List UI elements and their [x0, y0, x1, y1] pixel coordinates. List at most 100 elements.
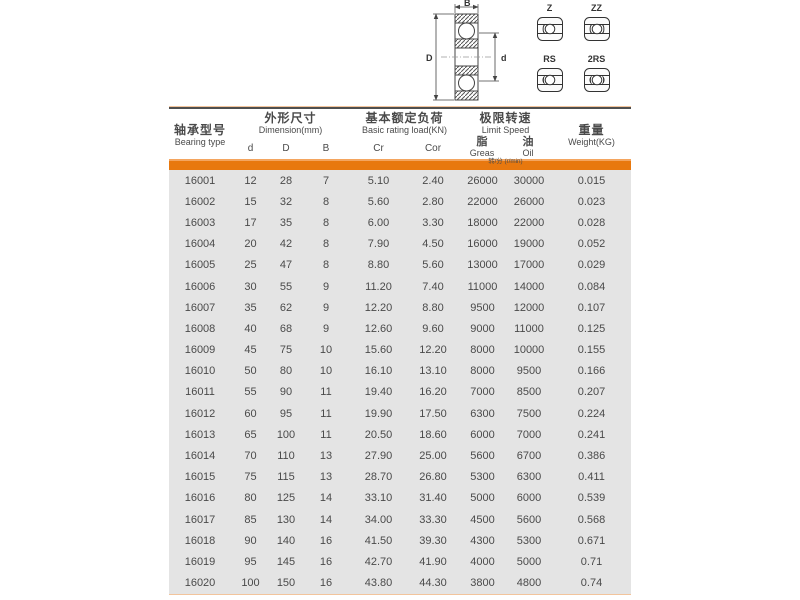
- table-row: 16002 15 32 8 5.60 2.80 22000 26000 0.023: [169, 191, 631, 212]
- header-speed-zh: 极限转速: [479, 111, 532, 125]
- cell: 10000: [513, 344, 545, 357]
- header-bearing-type-en: Bearing type: [174, 137, 226, 147]
- header-rating-zh: 基本额定负荷: [365, 111, 444, 125]
- cell: 5600: [470, 450, 495, 463]
- cell: 14000: [513, 280, 545, 293]
- table-row: 16003 17 35 8 6.00 3.30 18000 22000 0.028: [169, 212, 631, 233]
- cell: 33.10: [364, 492, 393, 505]
- cell: 10: [319, 365, 333, 378]
- table-row: 16017 85 130 14 34.00 33.30 4500 5600 0.568: [169, 509, 631, 530]
- cell: 90: [279, 386, 293, 399]
- table-row: 16019 95 145 16 42.70 41.90 4000 5000 0.71: [169, 551, 631, 572]
- cell: 16004: [184, 238, 216, 251]
- cell: 85: [244, 513, 257, 526]
- variant-zz-label: ZZ: [591, 3, 602, 13]
- cell: 8.80: [367, 259, 390, 272]
- cell: 0.671: [577, 534, 606, 547]
- cell: 65: [244, 428, 257, 441]
- cell: 15.60: [364, 344, 393, 357]
- table-row: 16008 40 68 9 12.60 9.60 9000 11000 0.125: [169, 318, 631, 339]
- cell: 11000: [514, 322, 544, 335]
- cell: 16: [319, 534, 333, 547]
- cell: 14: [319, 513, 333, 526]
- cell: 0.71: [580, 555, 603, 568]
- cell: 8000: [470, 365, 495, 378]
- cell: 44.30: [419, 577, 447, 590]
- cell: 0.166: [577, 365, 606, 378]
- table-row: 16001 12 28 7 5.10 2.40 26000 30000 0.015: [169, 170, 631, 191]
- table-row: 16020 100 150 16 43.80 44.30 3800 4800 0.74: [169, 573, 631, 594]
- cell: 16013: [184, 428, 216, 441]
- cell: 16017: [184, 513, 216, 526]
- cell: 41.50: [364, 534, 393, 547]
- cell: 39.30: [419, 534, 447, 547]
- ball-bottom: [458, 74, 475, 92]
- header-col-D: D: [282, 143, 290, 154]
- header-rating-en: Basic rating load(KN): [361, 125, 448, 135]
- variant-2rs-label: 2RS: [587, 54, 606, 64]
- cell: 40: [244, 322, 257, 335]
- cell: 16007: [184, 301, 216, 314]
- cell: 14: [319, 492, 333, 505]
- dim-label-d: d: [501, 53, 507, 63]
- header-speed-unit: 转/分 (r/min): [488, 158, 523, 165]
- cell: 8: [322, 216, 330, 229]
- spec-table-body: 16001 12 28 7 5.10 2.40 26000 30000 0.015 16002 15…: [169, 170, 631, 594]
- cell: 26000: [513, 195, 545, 208]
- cell: 15: [244, 195, 257, 208]
- cell: 0.224: [577, 407, 606, 420]
- cell: 16: [319, 577, 333, 590]
- header-dimension-en: Dimension(mm): [258, 125, 323, 135]
- cell: 5300: [516, 534, 542, 547]
- ball-top: [458, 22, 475, 40]
- cell: 12.20: [419, 344, 447, 357]
- cell: 22000: [467, 195, 498, 208]
- cell: 16015: [184, 471, 216, 484]
- cell: 5000: [516, 555, 542, 568]
- cell: 16: [319, 555, 333, 568]
- cell: 8.80: [422, 301, 444, 314]
- cell: 80: [279, 365, 293, 378]
- cell: 0.028: [577, 216, 606, 229]
- cell: 28.70: [364, 471, 393, 484]
- variant-rs: RS: [526, 54, 573, 98]
- cell: 145: [276, 555, 296, 568]
- header-speed-en: Limit Speed: [481, 125, 530, 135]
- cell: 11: [320, 428, 332, 441]
- cell: 7000: [516, 428, 542, 441]
- cell: 4800: [516, 577, 542, 590]
- variant-zz: ZZ: [573, 3, 620, 47]
- cell: 20: [244, 238, 257, 251]
- cell: 42: [279, 238, 293, 251]
- cell: 5300: [470, 471, 495, 484]
- cell: 30000: [513, 174, 545, 187]
- cell: 0.241: [577, 428, 606, 441]
- cell: 18000: [467, 216, 498, 229]
- header-grease-en: Greas: [469, 148, 495, 158]
- cell: 26.80: [419, 471, 447, 484]
- header-bearing-type-zh: 轴承型号: [173, 123, 226, 137]
- cell: 8: [322, 195, 330, 208]
- outer-ring-top: [454, 13, 479, 24]
- cell: 0.015: [577, 174, 606, 187]
- header-rating-cols: Cr Cor: [350, 143, 459, 154]
- header-weight: 重量 Weight(KG): [552, 109, 631, 159]
- cell: 13: [319, 471, 333, 484]
- header-speed-group: 极限转速 Limit Speed 脂 油 Greas Oil 转/分 (r/mi…: [459, 109, 552, 165]
- cell: 31.40: [419, 492, 447, 505]
- cell: 25.00: [419, 450, 447, 463]
- cell: 8500: [516, 386, 542, 399]
- cell: 16002: [184, 195, 216, 208]
- cell: 150: [276, 577, 296, 590]
- table-row: 16009 45 75 10 15.60 12.20 8000 10000 0.155: [169, 340, 631, 361]
- cell: 33.30: [419, 513, 447, 526]
- cell: 7: [322, 174, 330, 187]
- inner-ring-bottom: [454, 65, 479, 76]
- cell: 16020: [184, 577, 216, 590]
- cell: 95: [244, 555, 257, 568]
- cell: 30: [244, 280, 257, 293]
- cell: 16001: [184, 174, 216, 187]
- cell: 9: [322, 280, 330, 293]
- cell: 25: [244, 259, 257, 272]
- cell: 140: [276, 534, 296, 547]
